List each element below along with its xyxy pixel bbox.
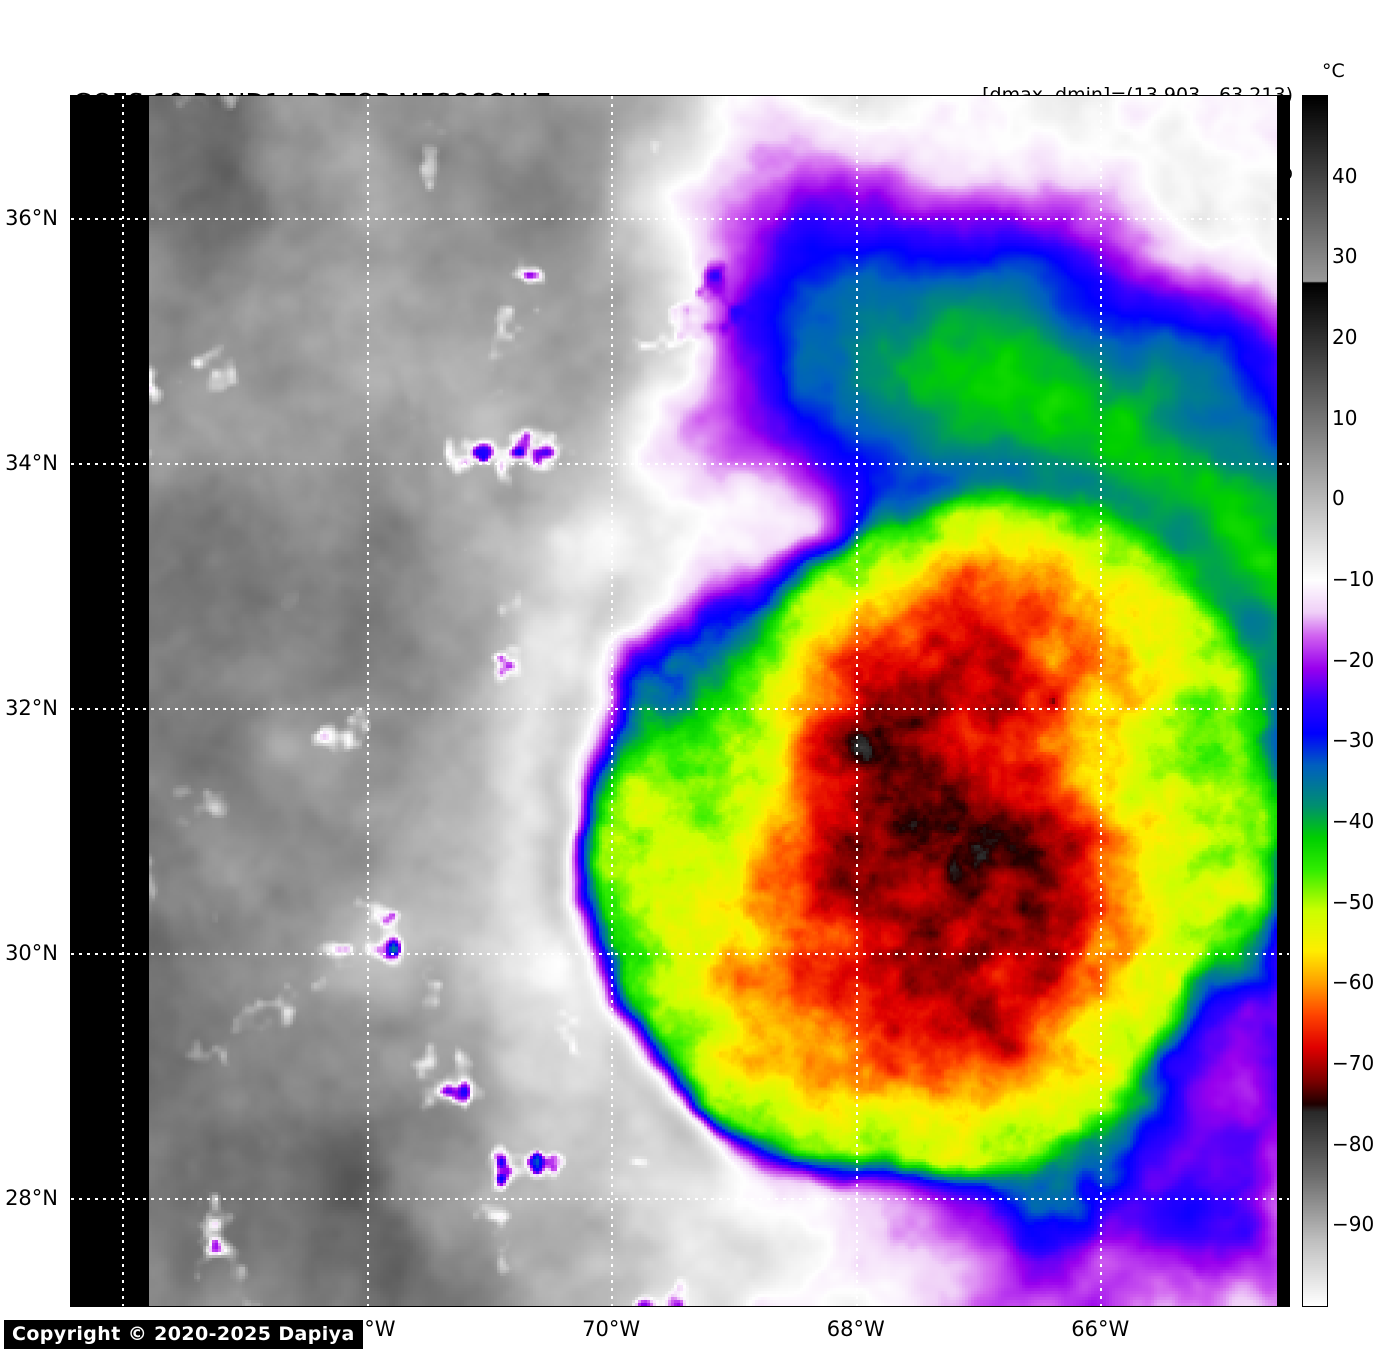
colorbar-tick-10: −60 xyxy=(1332,970,1375,995)
colorbar-tick-1: 30 xyxy=(1332,244,1358,269)
colorbar-tick-13: −90 xyxy=(1332,1212,1375,1237)
colorbar-tick-7: −30 xyxy=(1332,728,1375,753)
colorbar-tick-4: 0 xyxy=(1332,486,1345,511)
lat-tick-4: 28°N xyxy=(5,1186,58,1211)
lon-tick-3: 68°W xyxy=(826,1317,885,1341)
colorbar-gradient xyxy=(1303,96,1327,1306)
satellite-image-plot[interactable] xyxy=(70,95,1290,1307)
colorbar-tick-6: −20 xyxy=(1332,647,1375,672)
colorbar-tick-2: 20 xyxy=(1332,325,1358,349)
latitude-axis: 36°N 34°N 32°N 30°N 28°N xyxy=(0,95,58,1307)
lat-tick-3: 30°N xyxy=(5,941,58,965)
colorbar-tick-5: −10 xyxy=(1332,567,1375,591)
colorbar-tick-3: 10 xyxy=(1332,405,1358,430)
colorbar-tick-9: −50 xyxy=(1332,889,1375,914)
lat-tick-0: 36°N xyxy=(5,205,58,230)
lon-tick-4: 66°W xyxy=(1071,1317,1130,1341)
colorbar-tick-11: −70 xyxy=(1332,1051,1375,1075)
satellite-imagery-canvas xyxy=(71,96,1289,1306)
colorbar-tick-12: −80 xyxy=(1332,1131,1375,1156)
colorbar-tick-0: 40 xyxy=(1332,163,1358,188)
temperature-colorbar[interactable] xyxy=(1302,95,1328,1307)
colorbar-tick-labels: 40 30 20 10 0 −10 −20 −30 −40 −50 −60 −70 −80 −90 xyxy=(1332,95,1389,1307)
colorbar-tick-8: −40 xyxy=(1332,809,1375,833)
lon-tick-2: 70°W xyxy=(582,1317,641,1341)
lat-tick-2: 32°N xyxy=(5,695,58,720)
colorbar-unit-label: °C xyxy=(1322,60,1345,82)
lat-tick-1: 34°N xyxy=(5,450,58,475)
copyright-stamp: Copyright © 2020-2025 Dapiya xyxy=(4,1320,363,1349)
